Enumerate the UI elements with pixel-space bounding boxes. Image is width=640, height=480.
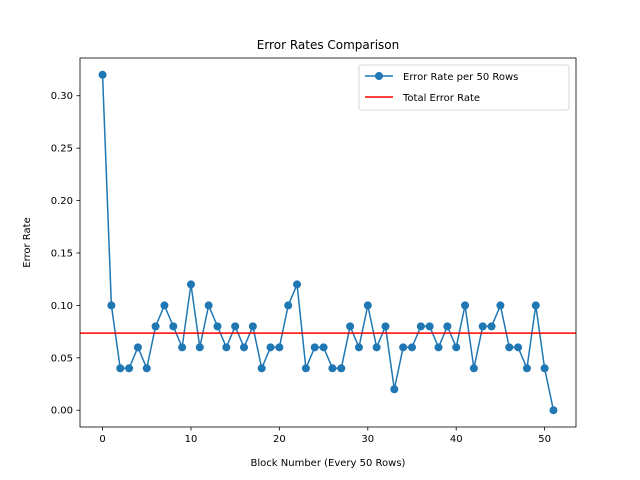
data-point (240, 343, 249, 352)
data-point (549, 406, 558, 415)
legend-label: Error Rate per 50 Rows (403, 72, 518, 83)
data-point (540, 364, 549, 373)
data-point (514, 343, 523, 352)
data-point (116, 364, 125, 373)
x-tick-label: 20 (273, 434, 286, 445)
data-point (346, 322, 355, 331)
data-point (443, 322, 452, 331)
y-tick-label: 0.30 (51, 91, 73, 102)
data-point (354, 343, 363, 352)
data-point (487, 322, 496, 331)
legend-label: Total Error Rate (402, 93, 480, 104)
data-point (372, 343, 381, 352)
data-point (407, 343, 416, 352)
data-point (169, 322, 178, 331)
x-tick-label: 30 (361, 434, 374, 445)
y-axis-label: Error Rate (22, 217, 33, 267)
y-axis-ticks: 0.00 0.05 0.10 0.15 0.20 0.25 0.30 (51, 91, 80, 417)
data-point (266, 343, 275, 352)
data-point (98, 70, 107, 79)
y-tick-label: 0.05 (51, 353, 73, 364)
data-point (531, 301, 540, 310)
data-point (275, 343, 284, 352)
y-tick-label: 0.25 (51, 144, 73, 155)
legend: Error Rate per 50 Rows Total Error Rate (358, 64, 570, 111)
x-tick-label: 40 (450, 434, 463, 445)
data-point (151, 322, 160, 331)
data-point (248, 322, 257, 331)
plot-area (80, 70, 576, 415)
data-point (452, 343, 461, 352)
data-point (399, 343, 408, 352)
data-point (142, 364, 151, 373)
data-point (160, 301, 169, 310)
data-point (319, 343, 328, 352)
data-point (213, 322, 222, 331)
data-point (381, 322, 390, 331)
data-point (222, 343, 231, 352)
data-point (195, 343, 204, 352)
data-point (301, 364, 310, 373)
data-point (363, 301, 372, 310)
axes-frame (79, 57, 577, 428)
data-point (425, 322, 434, 331)
data-point (310, 343, 319, 352)
data-point (469, 364, 478, 373)
data-point (328, 364, 337, 373)
data-point (186, 280, 195, 289)
x-tick-label: 50 (538, 434, 551, 445)
y-tick-label: 0.20 (51, 196, 73, 207)
x-tick-label: 0 (99, 434, 105, 445)
y-tick-label: 0.15 (51, 248, 73, 259)
data-point (337, 364, 346, 373)
data-point (293, 280, 302, 289)
x-axis-ticks: 0 10 20 30 40 50 (99, 427, 551, 445)
data-point (284, 301, 293, 310)
data-point (505, 343, 514, 352)
data-point (522, 364, 531, 373)
data-point (231, 322, 240, 331)
data-point (178, 343, 187, 352)
data-point (125, 364, 134, 373)
series-line (101, 74, 555, 411)
data-point (107, 301, 116, 310)
x-axis-label: Block Number (Every 50 Rows) (251, 458, 406, 469)
y-tick-label: 0.00 (51, 406, 73, 417)
data-point (416, 322, 425, 331)
data-point (257, 364, 266, 373)
data-point (496, 301, 505, 310)
data-point (133, 343, 142, 352)
x-tick-label: 10 (185, 434, 198, 445)
data-point (204, 301, 213, 310)
legend-marker (375, 72, 383, 80)
data-point (434, 343, 443, 352)
chart-title: Error Rates Comparison (257, 38, 400, 52)
data-point (478, 322, 487, 331)
legend-box (358, 64, 570, 111)
y-tick-label: 0.10 (51, 301, 73, 312)
data-point (461, 301, 470, 310)
data-point (390, 385, 399, 394)
